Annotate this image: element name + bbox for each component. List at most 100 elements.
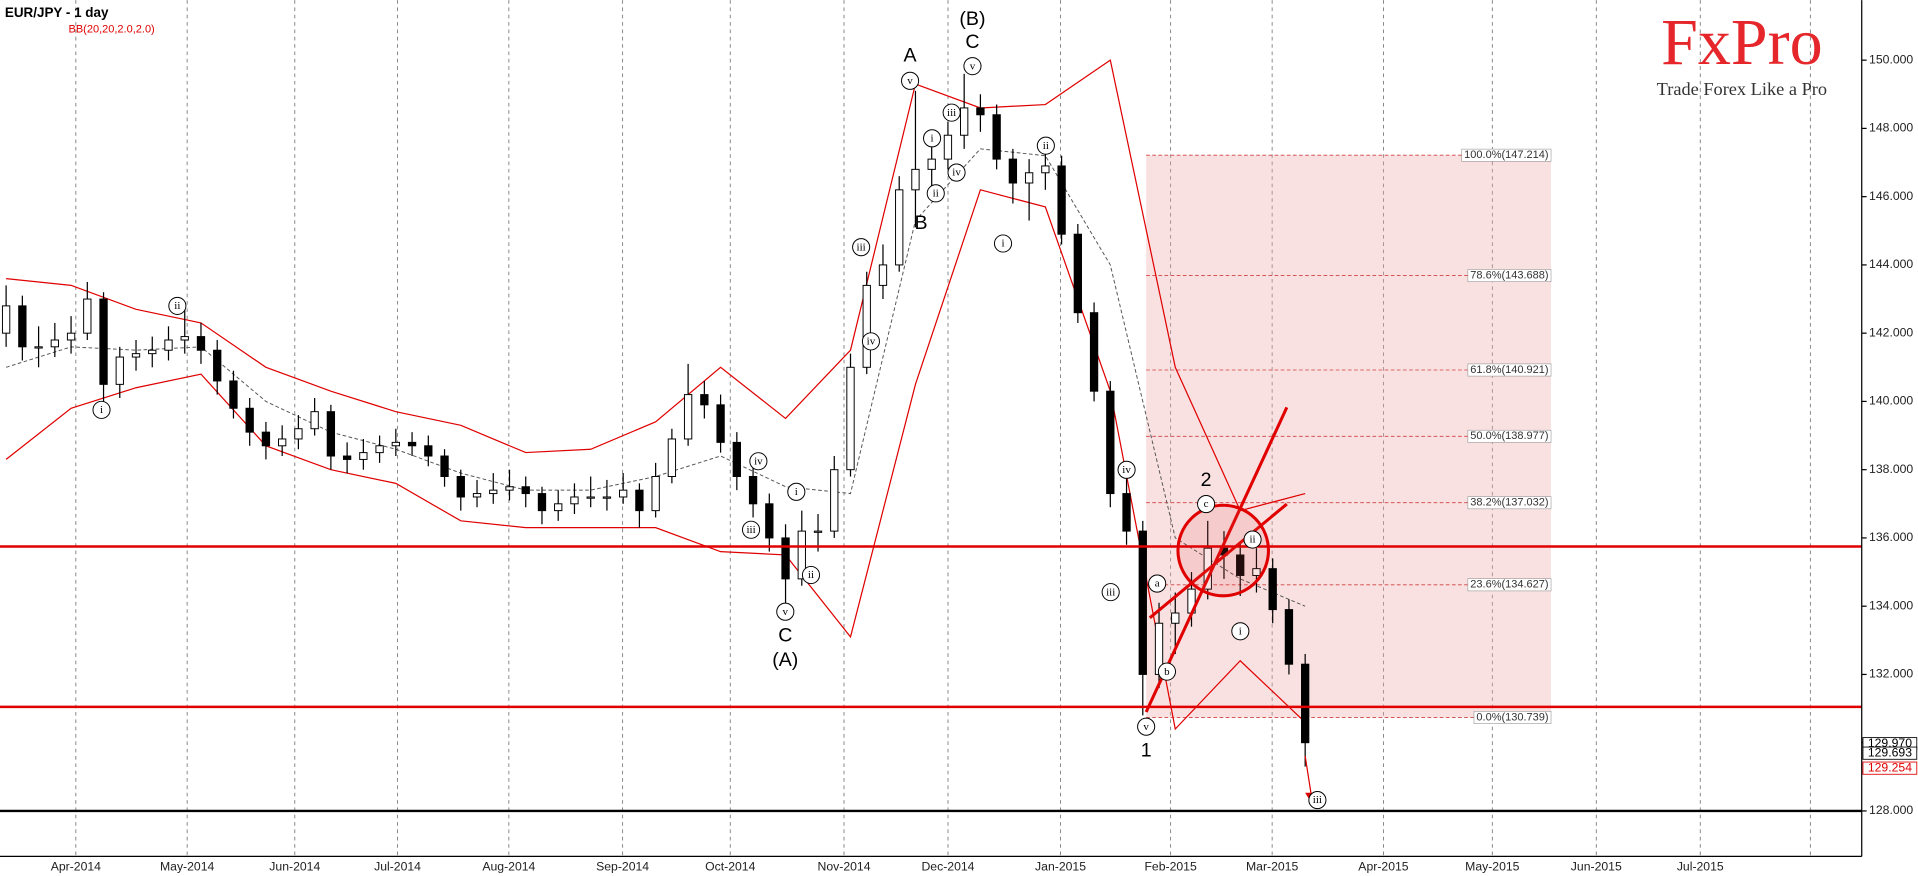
- wave-letter: C: [965, 31, 979, 53]
- wave-circle: [1157, 662, 1176, 681]
- wave-circle: [801, 565, 821, 585]
- wave-circle: [1036, 136, 1055, 155]
- candle-body: [115, 356, 124, 385]
- candle-body: [1041, 165, 1050, 174]
- wave-circle: [947, 163, 966, 182]
- x-tick-label: Apr-2015: [1358, 860, 1408, 874]
- candle-body: [992, 114, 1001, 160]
- x-tick-label: Jul-2014: [374, 860, 421, 874]
- wave-letter: C: [778, 624, 792, 646]
- candle-body: [131, 353, 141, 358]
- wave-label: i: [1239, 625, 1242, 637]
- x-tick-label: Nov-2014: [818, 860, 871, 874]
- candle-body: [456, 476, 465, 498]
- candle-body: [895, 189, 904, 266]
- x-tick-label: Mar-2015: [1246, 860, 1298, 874]
- candle-body: [862, 284, 871, 368]
- candle-body: [391, 441, 400, 447]
- candle-body: [148, 349, 157, 355]
- wave-circle: [1243, 530, 1262, 549]
- candle-body: [1138, 530, 1147, 675]
- fibonacci-label: 50.0%(138.977): [1470, 430, 1548, 442]
- candle-body: [261, 431, 271, 447]
- candle-body: [651, 476, 660, 512]
- wave-circle: [861, 332, 880, 351]
- candle-body: [781, 537, 790, 580]
- wave-circle: [1137, 717, 1156, 736]
- fibonacci-label-bg: [1467, 496, 1552, 510]
- arrow-line: [1304, 755, 1312, 796]
- wave-label: b: [1164, 666, 1170, 678]
- fibonacci-zone: 100.0%(147.214) 78.6%(143.688) 61.8%(140.9…: [1146, 148, 1552, 724]
- wave-circle: [1308, 791, 1327, 810]
- candle-body: [554, 503, 563, 512]
- candle-body: [570, 496, 579, 505]
- candle-body: [18, 305, 27, 348]
- wave-circle: [1231, 622, 1250, 641]
- candle-body: [765, 503, 774, 539]
- candle-body: [1284, 609, 1294, 665]
- candle-body: [732, 441, 741, 477]
- candle-body: [911, 168, 920, 191]
- candle-body: [586, 496, 595, 499]
- y-tick-label: 146.000: [1869, 189, 1913, 203]
- candle-body: [83, 298, 92, 334]
- candle-body: [521, 486, 530, 495]
- wave-letter: (B): [959, 8, 985, 30]
- fibonacci-label: 0.0%(130.739): [1476, 711, 1548, 723]
- bottom-axis-bg: [0, 856, 1918, 876]
- wave-circle: [993, 234, 1013, 253]
- candle-body: [196, 336, 206, 351]
- wave-label: i: [100, 404, 103, 416]
- y-tick-label: 144.000: [1869, 257, 1913, 271]
- drawings: [1144, 406, 1318, 805]
- candle-body: [1268, 568, 1277, 611]
- wave-label: ii: [1043, 140, 1049, 152]
- wave-label: ii: [174, 300, 180, 312]
- candle-body: [602, 496, 612, 499]
- y-tick-label: 132.000: [1869, 667, 1913, 681]
- candle-body: [667, 438, 677, 477]
- candle-body: [1089, 312, 1099, 392]
- candle-body: [1073, 233, 1082, 314]
- candle-body: [375, 445, 384, 454]
- wave-circle: [742, 520, 761, 539]
- candle-body: [34, 346, 43, 349]
- candle-body: [278, 438, 287, 447]
- wave-circle: [852, 238, 871, 257]
- x-tick-label: May-2014: [160, 860, 215, 874]
- candle-body: [1008, 158, 1018, 184]
- wave-circle: [942, 103, 961, 122]
- x-tick-label: Sep-2014: [596, 860, 649, 874]
- candle-body: [489, 489, 498, 495]
- candle-body: [1122, 493, 1131, 532]
- y-tick-label: 142.000: [1869, 325, 1913, 339]
- candle-body: [424, 445, 433, 457]
- bollinger-middle: [5, 148, 1306, 607]
- candle-body: [213, 349, 222, 382]
- wave-label: i: [931, 132, 934, 144]
- price-tag-label: 129.970: [1868, 736, 1912, 750]
- wave-circle: [923, 129, 942, 148]
- price-tag-bg: [1862, 746, 1918, 760]
- candle-body: [1024, 172, 1034, 184]
- fibonacci-label-bg: [1467, 578, 1552, 592]
- y-tick-label: 148.000: [1869, 121, 1913, 135]
- y-tick-label: 138.000: [1869, 462, 1913, 476]
- candles: [1, 73, 1310, 767]
- candle-body: [878, 264, 888, 286]
- candle-body: [1171, 612, 1180, 624]
- logo-name: FxPro: [1661, 6, 1823, 79]
- price-tag-label: 129.254: [1868, 760, 1912, 774]
- wave-label: v: [783, 606, 789, 618]
- wave-labels: iiiiviiiiiiviiiivviiiiiiivviiiiviiivabci…: [92, 8, 1327, 810]
- candle-body: [1057, 165, 1066, 235]
- candle-body: [619, 489, 628, 498]
- fibonacci-label: 23.6%(134.627): [1470, 579, 1548, 591]
- candle-body: [943, 134, 953, 160]
- wave-label: i: [1002, 238, 1005, 250]
- wave-circle: [92, 400, 111, 419]
- candle-body: [1, 305, 11, 334]
- candle-body: [1236, 554, 1245, 576]
